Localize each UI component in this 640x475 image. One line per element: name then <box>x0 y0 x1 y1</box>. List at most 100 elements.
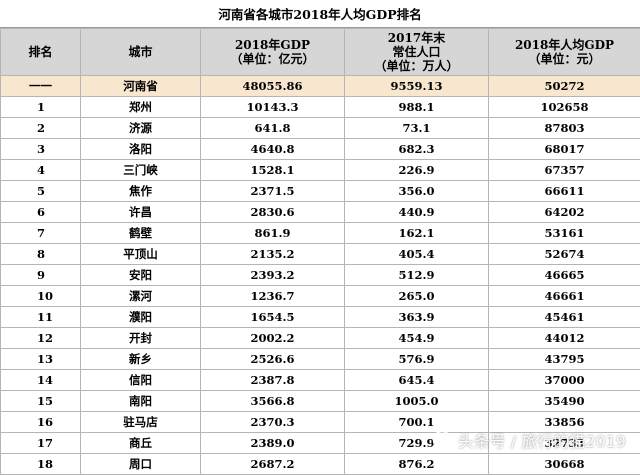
population-cell: 356.0 <box>345 181 489 202</box>
gdp-cell: 1236.7 <box>201 286 345 307</box>
per-capita-cell: 64202 <box>489 202 640 223</box>
per-capita-cell: 66611 <box>489 181 640 202</box>
per-capita-cell: 37000 <box>489 370 640 391</box>
per-capita-cell: 46665 <box>489 265 640 286</box>
per-capita-cell: 45461 <box>489 307 640 328</box>
per-capita-cell: 30668 <box>489 454 640 475</box>
rank-cell: 5 <box>1 181 81 202</box>
rank-cell: 9 <box>1 265 81 286</box>
header-per-capita: 2018年人均GDP （单位：元） <box>489 29 640 76</box>
city-cell: 商丘 <box>81 433 201 454</box>
gdp-cell: 2387.8 <box>201 370 345 391</box>
population-cell: 682.3 <box>345 139 489 160</box>
per-capita-cell: 43795 <box>489 349 640 370</box>
header-city: 城市 <box>81 29 201 76</box>
gdp-cell: 2389.0 <box>201 433 345 454</box>
rank-cell: 13 <box>1 349 81 370</box>
per-capita-cell: 87803 <box>489 118 640 139</box>
rank-cell: 8 <box>1 244 81 265</box>
gdp-cell: 2393.2 <box>201 265 345 286</box>
per-capita-cell: 102658 <box>489 97 640 118</box>
city-cell: 驻马店 <box>81 412 201 433</box>
city-cell: 许昌 <box>81 202 201 223</box>
rank-cell: 7 <box>1 223 81 244</box>
city-cell: 郑州 <box>81 97 201 118</box>
gdp-cell: 2135.2 <box>201 244 345 265</box>
city-cell: 济源 <box>81 118 201 139</box>
rank-cell: 3 <box>1 139 81 160</box>
per-capita-cell: 50272 <box>489 76 640 97</box>
gdp-cell: 2526.6 <box>201 349 345 370</box>
per-capita-cell: 46661 <box>489 286 640 307</box>
gdp-cell: 10143.3 <box>201 97 345 118</box>
city-cell: 河南省 <box>81 76 201 97</box>
gdp-cell: 2371.5 <box>201 181 345 202</box>
per-capita-cell: 52674 <box>489 244 640 265</box>
population-cell: 729.9 <box>345 433 489 454</box>
rank-cell: 6 <box>1 202 81 223</box>
per-capita-cell: 68017 <box>489 139 640 160</box>
population-cell: 645.4 <box>345 370 489 391</box>
population-cell: 512.9 <box>345 265 489 286</box>
header-population-line-3: （单位：万人） <box>345 59 488 73</box>
city-cell: 信阳 <box>81 370 201 391</box>
rank-cell: 1 <box>1 97 81 118</box>
rank-cell: 4 <box>1 160 81 181</box>
header-per-capita-line-1: 2018年人均GDP <box>489 38 640 52</box>
city-cell: 开封 <box>81 328 201 349</box>
gdp-cell: 2830.6 <box>201 202 345 223</box>
header-population: 2017年末 常住人口 （单位：万人） <box>345 29 489 76</box>
rank-cell: 2 <box>1 118 81 139</box>
city-cell: 安阳 <box>81 265 201 286</box>
header-population-line-2: 常住人口 <box>345 45 488 59</box>
population-cell: 988.1 <box>345 97 489 118</box>
per-capita-cell: 67357 <box>489 160 640 181</box>
population-cell: 226.9 <box>345 160 489 181</box>
rank-cell: 11 <box>1 307 81 328</box>
gdp-cell: 2687.2 <box>201 454 345 475</box>
per-capita-cell: 33856 <box>489 412 640 433</box>
header-population-line-1: 2017年末 <box>345 31 488 45</box>
city-cell: 平顶山 <box>81 244 201 265</box>
per-capita-cell: 53161 <box>489 223 640 244</box>
city-cell: 三门峡 <box>81 160 201 181</box>
rank-cell: 12 <box>1 328 81 349</box>
city-cell: 焦作 <box>81 181 201 202</box>
city-cell: 新乡 <box>81 349 201 370</box>
gdp-cell: 2370.3 <box>201 412 345 433</box>
city-cell: 南阳 <box>81 391 201 412</box>
gdp-cell: 1528.1 <box>201 160 345 181</box>
gdp-cell: 2002.2 <box>201 328 345 349</box>
city-cell: 周口 <box>81 454 201 475</box>
rank-cell: 10 <box>1 286 81 307</box>
population-cell: 73.1 <box>345 118 489 139</box>
population-cell: 162.1 <box>345 223 489 244</box>
header-rank: 排名 <box>1 29 81 76</box>
gdp-cell: 3566.8 <box>201 391 345 412</box>
population-cell: 1005.0 <box>345 391 489 412</box>
gdp-cell: 4640.8 <box>201 139 345 160</box>
population-cell: 363.9 <box>345 307 489 328</box>
gdp-cell: 1654.5 <box>201 307 345 328</box>
header-row: 排名 城市 2018年GDP （单位：亿元） 2017年末 常住人口 （单位：万… <box>1 29 640 76</box>
population-cell: 454.9 <box>345 328 489 349</box>
gdp-cell: 641.8 <box>201 118 345 139</box>
population-cell: 405.4 <box>345 244 489 265</box>
city-cell: 漯河 <box>81 286 201 307</box>
ranking-table: 排名 城市 2018年GDP （单位：亿元） 2017年末 常住人口 （单位：万… <box>0 28 640 475</box>
rank-cell: 15 <box>1 391 81 412</box>
